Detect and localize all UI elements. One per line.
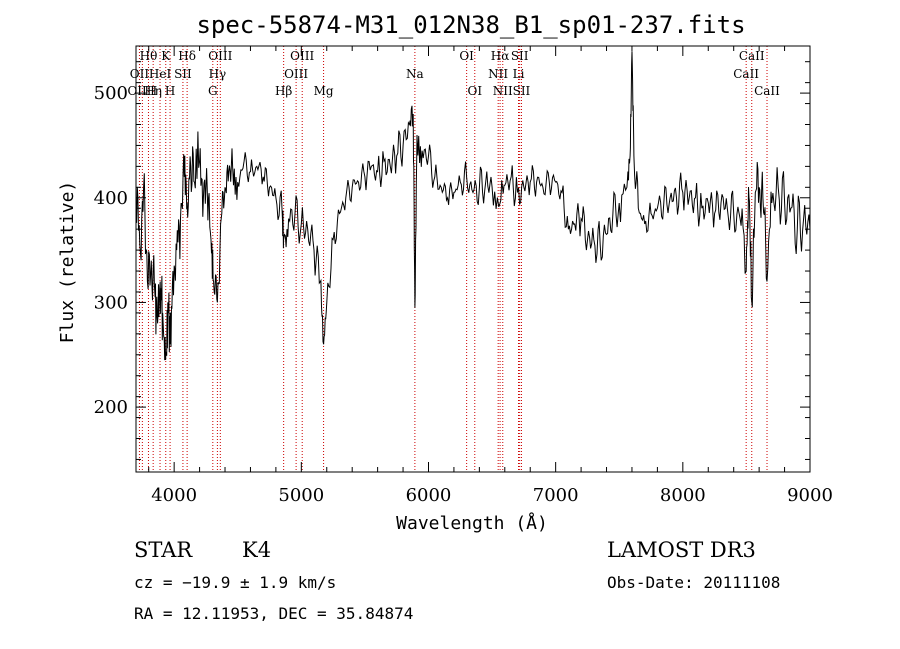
line-marker-label-11: G	[208, 84, 218, 98]
object-class: STAR	[134, 538, 193, 562]
spectral-line-markers	[138, 46, 768, 472]
line-marker-label-3: Hη	[144, 84, 162, 98]
line-marker-label-7: SII	[174, 67, 192, 81]
y-tick-label-3: 500	[94, 83, 128, 104]
series-layer	[135, 51, 811, 361]
line-marker-label-21: NII	[493, 84, 513, 98]
x-tick-label-0: 4000	[151, 485, 197, 506]
spectrum-line-0	[135, 51, 811, 361]
line-marker-label-23: Li	[513, 67, 525, 81]
coordinates: RA = 12.11953, DEC = 35.84874	[134, 604, 414, 623]
plot-frame	[135, 45, 811, 473]
line-marker-label-10: Hγ	[209, 67, 227, 81]
line-marker-label-27: CaII	[754, 84, 780, 98]
line-marker-label-13: OIII	[290, 49, 314, 63]
line-marker-label-4: HeI	[149, 67, 172, 81]
spectral-subclass: K4	[242, 538, 272, 562]
observation-date: Obs-Date: 20111108	[607, 573, 781, 592]
y-axis-label: Flux (relative)	[57, 181, 78, 344]
x-tick-label-4: 8000	[660, 485, 706, 506]
line-marker-label-8: Hδ	[178, 49, 196, 63]
line-marker-label-20: NII	[488, 67, 508, 81]
line-marker-label-5: K	[161, 49, 171, 63]
survey-name: LAMOST DR3	[607, 538, 756, 562]
axis-ticks: 4000 5000 6000 7000 8000 9000 200 300 400 500	[94, 46, 833, 506]
line-marker-label-2: OIIH	[127, 84, 157, 98]
line-marker-label-19: Hα	[491, 49, 510, 63]
line-marker-label-24: SII	[513, 84, 531, 98]
line-marker-label-22: SII	[511, 49, 529, 63]
y-tick-label-1: 300	[94, 292, 128, 313]
line-marker-label-18: OI	[467, 84, 482, 98]
line-marker-label-6: H	[165, 84, 175, 98]
chart-title: spec-55874-M31_012N38_B1_sp01-237.fits	[196, 11, 745, 39]
x-tick-label-5: 9000	[787, 485, 833, 506]
x-tick-label-1: 5000	[278, 485, 324, 506]
line-marker-label-25: CaII	[739, 49, 765, 63]
line-marker-label-9: OIII	[208, 49, 232, 63]
line-marker-label-0: OII	[130, 67, 150, 81]
line-marker-label-14: OIII	[284, 67, 308, 81]
line-marker-label-16: Na	[406, 67, 424, 81]
line-marker-label-12: Hβ	[275, 84, 292, 98]
x-axis-label: Wavelength (Å)	[396, 512, 548, 534]
x-tick-label-2: 6000	[406, 485, 452, 506]
y-tick-label-0: 200	[94, 397, 128, 418]
y-tick-label-2: 400	[94, 188, 128, 209]
line-marker-label-15: Mg	[314, 84, 334, 98]
line-marker-label-1: Hθ	[140, 49, 158, 63]
x-tick-label-3: 7000	[533, 485, 579, 506]
radial-velocity: cz = −19.9 ± 1.9 km/s	[134, 573, 337, 592]
line-marker-label-26: CaII	[733, 67, 759, 81]
line-marker-label-17: OI	[459, 49, 474, 63]
